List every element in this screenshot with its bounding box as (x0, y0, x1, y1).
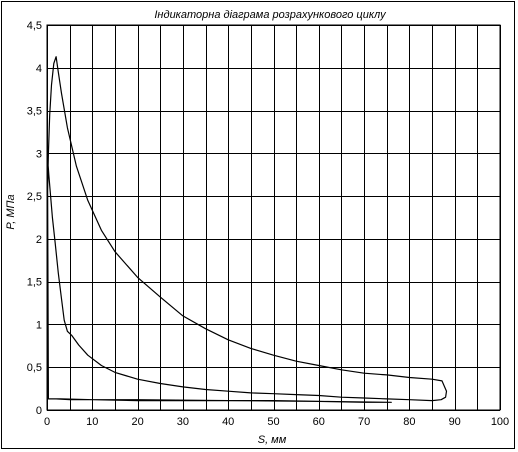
y-tick-label: 3 (36, 148, 42, 160)
x-tick-label: 60 (313, 416, 325, 428)
y-axis-label: P, МПа (5, 194, 17, 229)
y-tick-label: 3,5 (27, 106, 42, 118)
x-tick-label: 70 (358, 416, 370, 428)
x-axis-label: S, мм (258, 434, 287, 446)
y-tick-label: 4 (36, 63, 42, 75)
x-tick-label: 50 (267, 416, 279, 428)
data-series (46, 56, 448, 403)
x-tick-label: 90 (449, 416, 461, 428)
plot-grid (46, 24, 501, 411)
chart-title: Індикаторна діаграма розрахункового цикл… (154, 9, 387, 21)
x-tick-label: 30 (177, 416, 189, 428)
x-tick-label: 0 (44, 416, 50, 428)
y-tick-label: 0,5 (27, 362, 42, 374)
series-line (46, 56, 448, 403)
x-tick-label: 80 (403, 416, 415, 428)
tick-labels: 0 10 20 30 40 50 60 70 80 90 100 0 0,5 1 1,5 2 2,5 3 3,5 4 4… (27, 20, 509, 428)
y-tick-label: 2 (36, 234, 42, 246)
y-tick-label: 0 (36, 405, 42, 417)
x-tick-label: 40 (222, 416, 234, 428)
x-tick-label: 10 (86, 416, 98, 428)
x-tick-label: 20 (131, 416, 143, 428)
y-tick-label: 1 (36, 319, 42, 331)
x-tick-label: 100 (491, 416, 509, 428)
y-tick-label: 1,5 (27, 277, 42, 289)
y-tick-label: 2,5 (27, 191, 42, 203)
y-tick-label: 4,5 (27, 20, 42, 32)
